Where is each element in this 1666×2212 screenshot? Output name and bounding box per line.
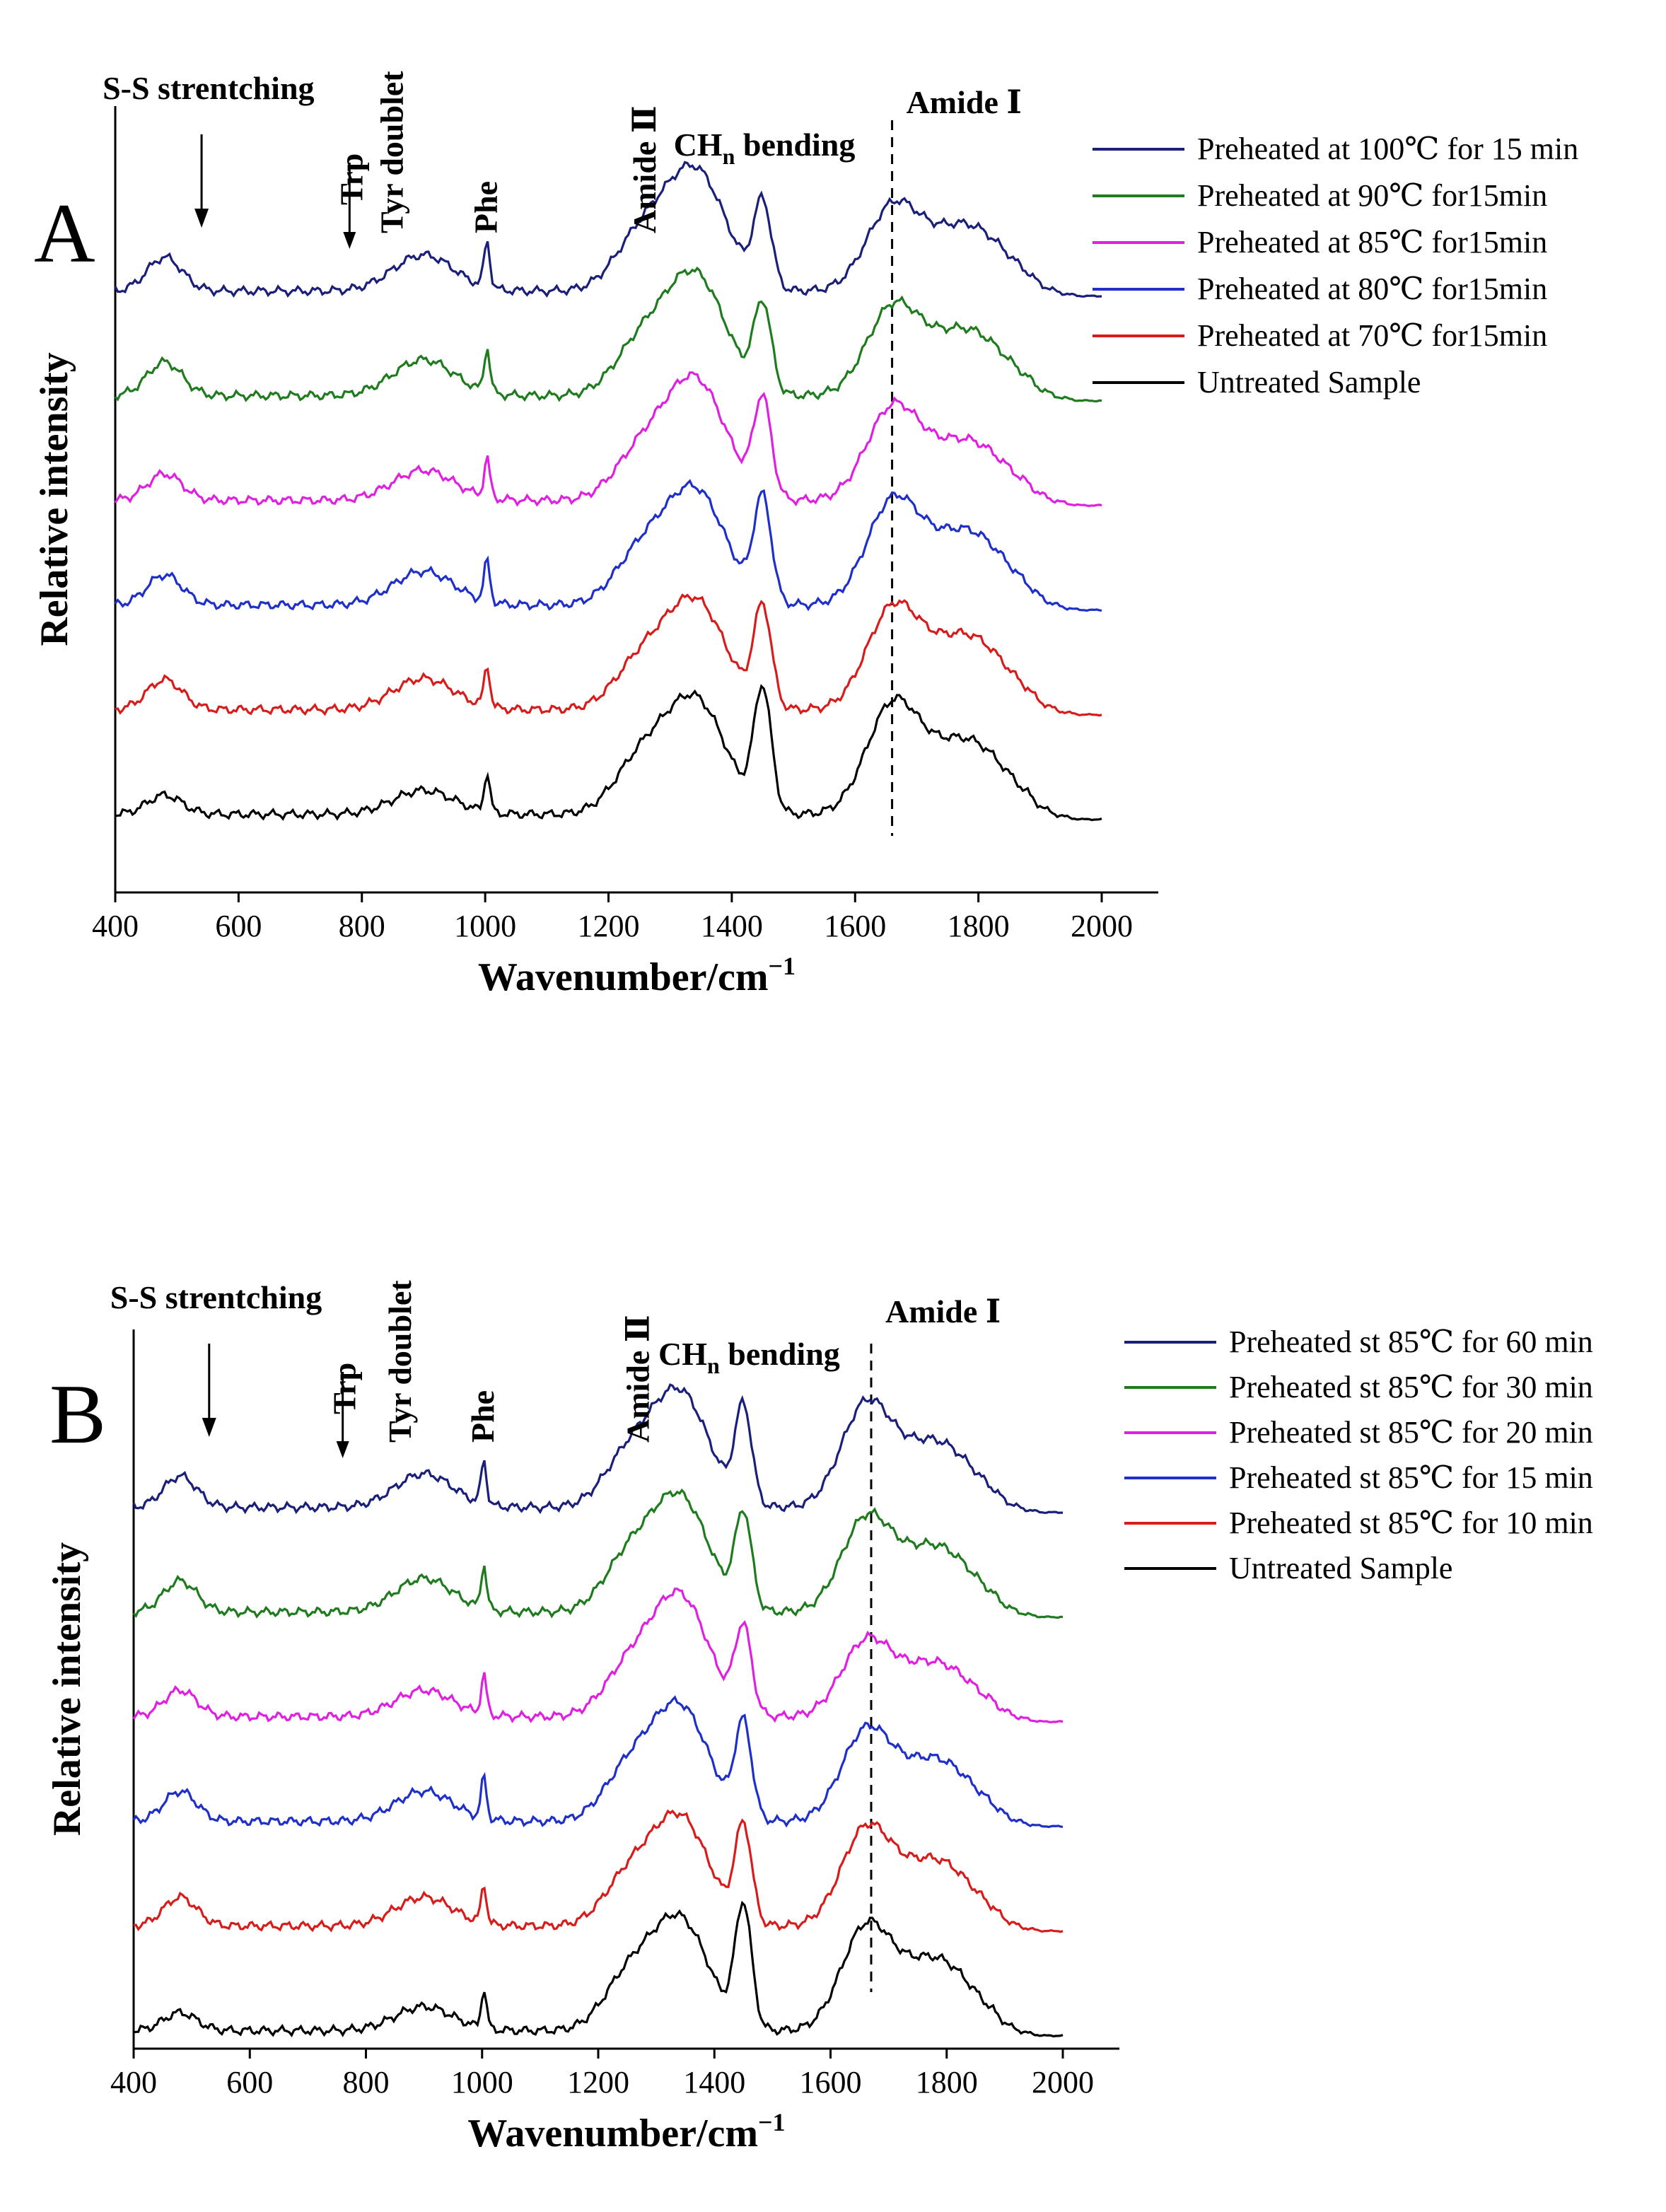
x-tick-label: 1800 <box>916 2065 978 2100</box>
x-tick-label: 1600 <box>824 909 886 943</box>
x-tick-label: 400 <box>92 909 139 943</box>
panel-b: B 400 600 800 1000 1200 1400 1600 1800 2000 Wavenu… <box>45 1279 1593 2155</box>
annotation-label: Trp <box>327 1363 363 1414</box>
legend-label: Untreated Sample <box>1197 365 1421 400</box>
annotation-label: Amide Ⅰ <box>907 84 1022 120</box>
series-line <box>114 479 1102 612</box>
x-tick-label: 800 <box>339 909 385 943</box>
x-axis-title: Wavenumber/cm−1 <box>478 952 796 999</box>
x-axis-title-main: Wavenumber/cm <box>478 955 769 999</box>
panel-a: A 400 600 800 1000 1200 1400 1600 1800 2000 Wavenu… <box>33 70 1578 999</box>
series-line <box>133 1900 1064 2038</box>
x-tick-label: 1600 <box>800 2065 862 2100</box>
annotation-label: CHn bending <box>658 1336 840 1378</box>
annotation-label: Tyr doublet <box>382 1280 418 1443</box>
legend-label: Preheated at 85℃ for15min <box>1197 225 1547 260</box>
annotation-label: Tyr doublet <box>373 71 409 233</box>
x-tick-label: 600 <box>226 2065 273 2100</box>
annotation-arrowhead <box>202 1418 216 1437</box>
x-tick-label: 1000 <box>451 2065 513 2100</box>
annotation-label: Phe <box>468 181 504 233</box>
y-axis-title: Relative intensity <box>45 1542 89 1836</box>
series-line <box>114 161 1102 298</box>
y-axis-title: Relative intensity <box>33 352 76 646</box>
series-line <box>132 1383 1063 1515</box>
series-line <box>132 1695 1064 1829</box>
x-tick-label: 800 <box>343 2065 390 2100</box>
x-axis-title-sup: −1 <box>769 952 796 980</box>
x-axis-title: Wavenumber/cm−1 <box>467 2108 785 2155</box>
x-tick-label: 1400 <box>701 909 763 943</box>
legend-label: Preheated at 80℃ for15min <box>1197 272 1547 306</box>
series-line <box>114 266 1102 403</box>
annotation-label: S-S strentching <box>103 70 314 106</box>
legend-label: Preheated st 85℃ for 60 min <box>1229 1325 1593 1359</box>
annotation-label-sub: n <box>707 1353 720 1378</box>
annotation-label-main: CH <box>674 127 723 163</box>
annotation-label-suffix: bending <box>735 127 855 163</box>
x-tick-label: 1200 <box>567 2065 629 2100</box>
legend-label: Preheated st 85℃ for 20 min <box>1229 1415 1593 1450</box>
series-line <box>114 371 1102 508</box>
x-tick-label: 1200 <box>578 909 640 943</box>
panel-letter: A <box>34 186 95 280</box>
annotation-label: S-S strentching <box>110 1279 322 1315</box>
x-tick-label: 400 <box>110 2065 157 2100</box>
series-line <box>133 1809 1064 1933</box>
legend-label: Preheated st 85℃ for 10 min <box>1229 1506 1593 1540</box>
x-tick-label: 2000 <box>1071 909 1133 943</box>
annotation-label: Phe <box>465 1390 501 1443</box>
annotation-label-main: CH <box>658 1336 707 1372</box>
panel-letter: B <box>49 1367 106 1461</box>
x-tick-label: 2000 <box>1032 2065 1094 2100</box>
legend-label: Preheated st 85℃ for 30 min <box>1229 1370 1593 1404</box>
annotation-label: Trp <box>333 153 369 205</box>
series-line <box>115 593 1102 717</box>
annotation-label-sub: n <box>723 144 735 169</box>
annotation-label-suffix: bending <box>720 1336 840 1372</box>
legend-label: Preheated at 90℃ for15min <box>1197 178 1547 213</box>
series-line <box>115 684 1102 822</box>
x-axis-title-sup: −1 <box>758 2108 786 2136</box>
series-line <box>132 1488 1064 1619</box>
legend-label: Preheated st 85℃ for 15 min <box>1229 1460 1593 1495</box>
annotation-label: Amide Ⅱ <box>627 105 663 233</box>
x-tick-label: 1800 <box>948 909 1010 943</box>
legend-label: Preheated at 100℃ for 15 min <box>1197 132 1578 166</box>
annotation-label: CHn bending <box>674 127 856 169</box>
annotation-arrowhead <box>343 232 356 249</box>
x-tick-label: 1000 <box>454 909 516 943</box>
annotation-arrowhead <box>336 1441 349 1458</box>
x-tick-label: 1400 <box>683 2065 745 2100</box>
annotation-label: Amide Ⅰ <box>885 1293 1001 1329</box>
legend-label: Untreated Sample <box>1229 1551 1452 1585</box>
legend-label: Preheated at 70℃ for15min <box>1197 318 1547 353</box>
series-line <box>132 1588 1064 1724</box>
annotation-label: Amide Ⅱ <box>619 1315 656 1443</box>
x-axis-title-main: Wavenumber/cm <box>467 2112 758 2155</box>
annotation-arrowhead <box>194 209 209 228</box>
x-tick-label: 600 <box>215 909 262 943</box>
